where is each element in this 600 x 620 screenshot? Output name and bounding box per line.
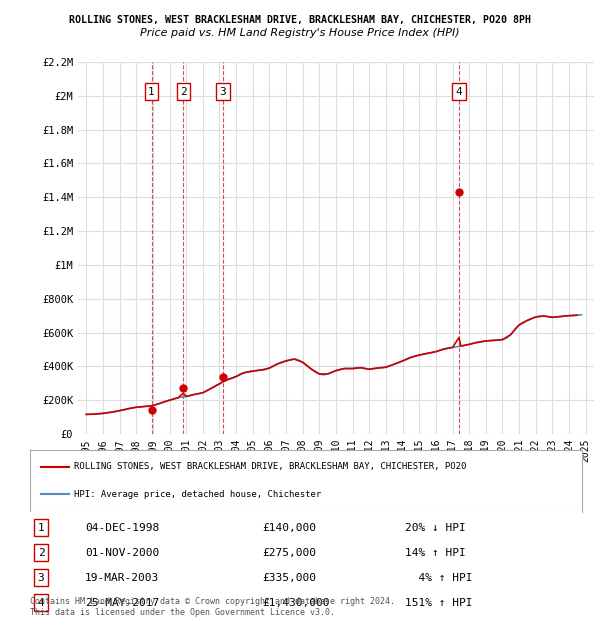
Text: 4% ↑ HPI: 4% ↑ HPI [406, 573, 473, 583]
Text: 151% ↑ HPI: 151% ↑ HPI [406, 598, 473, 608]
Text: 1: 1 [38, 523, 44, 533]
Text: £1,430,000: £1,430,000 [262, 598, 329, 608]
Text: Price paid vs. HM Land Registry's House Price Index (HPI): Price paid vs. HM Land Registry's House … [140, 28, 460, 38]
Text: 4: 4 [455, 87, 463, 97]
Text: 1: 1 [148, 87, 155, 97]
Text: 20% ↓ HPI: 20% ↓ HPI [406, 523, 466, 533]
Text: £335,000: £335,000 [262, 573, 316, 583]
Text: 14% ↑ HPI: 14% ↑ HPI [406, 547, 466, 558]
Text: HPI: Average price, detached house, Chichester: HPI: Average price, detached house, Chic… [74, 490, 322, 498]
Text: £140,000: £140,000 [262, 523, 316, 533]
Text: 25-MAY-2017: 25-MAY-2017 [85, 598, 160, 608]
Text: 2: 2 [38, 547, 44, 558]
Text: Contains HM Land Registry data © Crown copyright and database right 2024.
This d: Contains HM Land Registry data © Crown c… [30, 598, 395, 617]
Text: 3: 3 [38, 573, 44, 583]
Text: 19-MAR-2003: 19-MAR-2003 [85, 573, 160, 583]
Text: 3: 3 [220, 87, 226, 97]
Text: £275,000: £275,000 [262, 547, 316, 558]
Text: ROLLING STONES, WEST BRACKLESHAM DRIVE, BRACKLESHAM BAY, CHICHESTER, PO20 8PH: ROLLING STONES, WEST BRACKLESHAM DRIVE, … [69, 16, 531, 25]
Text: 4: 4 [38, 598, 44, 608]
Text: 01-NOV-2000: 01-NOV-2000 [85, 547, 160, 558]
Text: 04-DEC-1998: 04-DEC-1998 [85, 523, 160, 533]
Text: ROLLING STONES, WEST BRACKLESHAM DRIVE, BRACKLESHAM BAY, CHICHESTER, PO20: ROLLING STONES, WEST BRACKLESHAM DRIVE, … [74, 463, 467, 471]
Text: 2: 2 [180, 87, 187, 97]
